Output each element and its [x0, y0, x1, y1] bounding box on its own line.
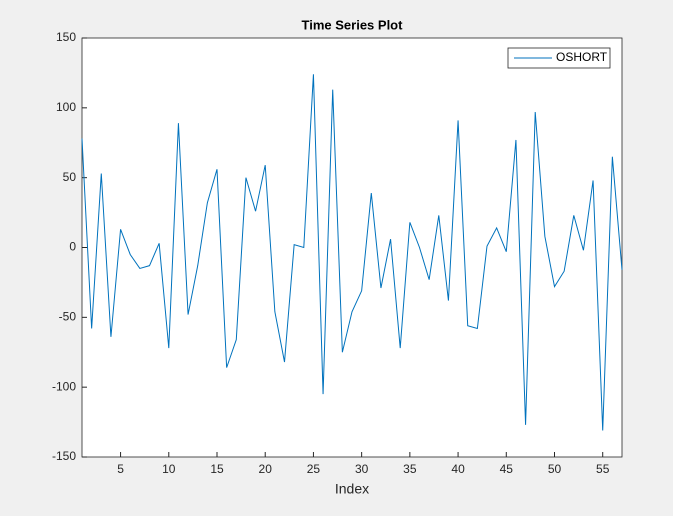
- x-axis-label: Index: [335, 481, 369, 497]
- x-tick-label: 20: [259, 462, 273, 476]
- y-tick-label: -50: [59, 310, 77, 324]
- legend-box: [507, 47, 611, 69]
- x-tick-label: 45: [500, 462, 514, 476]
- x-tick-label: 55: [596, 462, 610, 476]
- y-tick-label: 150: [56, 30, 76, 44]
- x-tick-label: 15: [210, 462, 224, 476]
- chart-title: Time Series Plot: [302, 17, 404, 32]
- y-tick-label: 50: [63, 170, 77, 184]
- x-tick-label: 5: [117, 462, 124, 476]
- x-tick-label: 35: [403, 462, 417, 476]
- x-tick-label: 10: [162, 462, 176, 476]
- x-tick-label: 25: [307, 462, 321, 476]
- legend-label: OSHORT: [556, 50, 608, 64]
- x-tick-label: 40: [451, 462, 465, 476]
- series-line: [81, 74, 623, 431]
- y-tick-label: -150: [52, 449, 76, 463]
- y-tick-label: 0: [69, 240, 76, 254]
- x-tick-label: 50: [548, 462, 562, 476]
- y-tick-label: 100: [56, 100, 76, 114]
- plot-area: [81, 37, 623, 458]
- y-tick-label: -100: [52, 379, 76, 393]
- x-tick-label: 30: [355, 462, 369, 476]
